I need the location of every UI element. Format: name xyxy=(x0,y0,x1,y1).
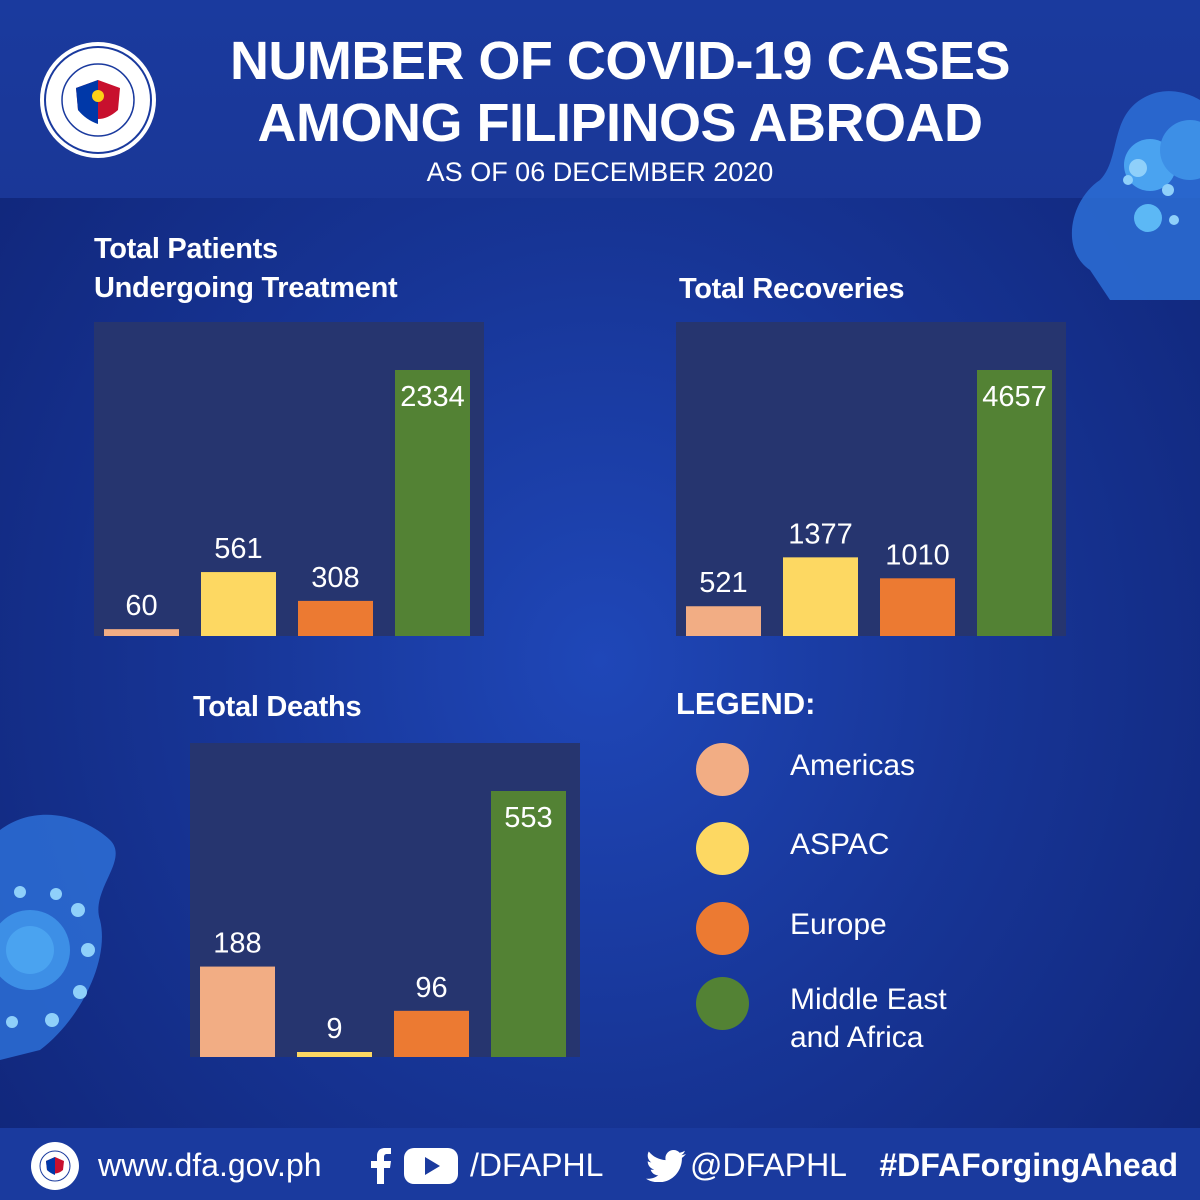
legend-swatch-americas xyxy=(696,743,749,796)
legend-swatch-europe xyxy=(696,902,749,955)
bar-aspac xyxy=(201,572,276,636)
chart-recoveries: 521 1377 1010 4657 xyxy=(676,322,1066,636)
data-label-middle-east-africa: 2334 xyxy=(400,381,465,413)
page-title: NUMBER OF COVID-19 CASES AMONG FILIPINOS… xyxy=(170,30,1070,154)
twitter-icon[interactable] xyxy=(646,1150,686,1182)
bar-europe xyxy=(880,578,955,636)
data-label-aspac: 561 xyxy=(214,533,262,565)
bar-aspac xyxy=(783,557,858,636)
data-label-europe: 308 xyxy=(311,562,359,594)
youtube-icon[interactable] xyxy=(404,1148,458,1184)
legend-label-europe: Europe xyxy=(790,908,887,941)
bar-middle-east-africa xyxy=(395,370,470,636)
data-label-middle-east-africa: 553 xyxy=(504,802,552,834)
bar-aspac xyxy=(297,1052,372,1057)
virus-decoration-top-right-icon xyxy=(1071,91,1200,300)
chart-title-deaths: Total Deaths xyxy=(193,691,362,723)
data-label-europe: 1010 xyxy=(885,539,950,571)
bar-americas xyxy=(200,966,275,1057)
legend-label-middle-east-africa-line-1: Middle East xyxy=(790,983,947,1016)
data-label-americas: 521 xyxy=(699,567,747,599)
bar-europe xyxy=(298,600,373,636)
virus-decoration-bottom-left-icon xyxy=(0,814,116,1060)
legend-item-middle-east-africa: Middle East and Africa xyxy=(696,977,1116,1067)
legend-label-aspac: ASPAC xyxy=(790,828,890,861)
legend-swatch-aspac xyxy=(696,822,749,875)
footer-twitter-handle[interactable]: @DFAPHL xyxy=(690,1147,847,1183)
legend-label-middle-east-africa: Middle East and Africa xyxy=(790,981,1110,1057)
footer: www.dfa.gov.ph /DFAPHL @DFAPHL #DFAForgi… xyxy=(0,1128,1200,1200)
page-subtitle: AS OF 06 DECEMBER 2020 xyxy=(426,157,774,187)
chart-title-treatment: Total Patients Undergoing Treatment xyxy=(94,230,398,308)
facebook-icon[interactable] xyxy=(370,1148,392,1184)
dfa-seal-icon xyxy=(40,42,156,158)
data-label-americas: 188 xyxy=(213,928,261,960)
legend-label-americas: Americas xyxy=(790,749,916,782)
data-label-europe: 96 xyxy=(415,972,447,1004)
legend-item-europe: Europe xyxy=(696,902,1116,962)
data-label-aspac: 9 xyxy=(326,1013,342,1045)
chart-title-treatment-line-2: Undergoing Treatment xyxy=(94,272,398,304)
footer-website-link[interactable]: www.dfa.gov.ph xyxy=(98,1147,322,1183)
bar-americas xyxy=(104,629,179,636)
chart-treatment: 60 561 308 2334 xyxy=(94,322,484,636)
legend-item-aspac: ASPAC xyxy=(696,822,1116,882)
title-line-2: AMONG FILIPINOS ABROAD xyxy=(257,93,984,153)
legend-title: LEGEND: xyxy=(676,686,816,721)
bar-europe xyxy=(394,1010,469,1057)
legend-label-middle-east-africa-line-2: and Africa xyxy=(790,1021,924,1054)
data-label-americas: 60 xyxy=(125,590,157,622)
footer-social-handle[interactable]: /DFAPHL xyxy=(470,1147,604,1183)
title-line-1: NUMBER OF COVID-19 CASES xyxy=(229,31,1011,91)
chart-title-recoveries: Total Recoveries xyxy=(679,273,905,305)
footer-dfa-seal-icon xyxy=(31,1142,79,1190)
header-band xyxy=(0,0,1200,198)
chart-title-treatment-line-1: Total Patients xyxy=(94,233,278,265)
chart-deaths: 188 9 96 553 xyxy=(190,743,580,1057)
bar-americas xyxy=(686,606,761,636)
bar-middle-east-africa xyxy=(491,791,566,1057)
legend-swatch-middle-east-africa xyxy=(696,977,749,1030)
bar-middle-east-africa xyxy=(977,370,1052,636)
data-label-aspac: 1377 xyxy=(788,518,853,550)
legend-item-americas: Americas xyxy=(696,743,1116,803)
footer-hashtag: #DFAForgingAhead xyxy=(879,1147,1178,1183)
data-label-middle-east-africa: 4657 xyxy=(982,381,1047,413)
